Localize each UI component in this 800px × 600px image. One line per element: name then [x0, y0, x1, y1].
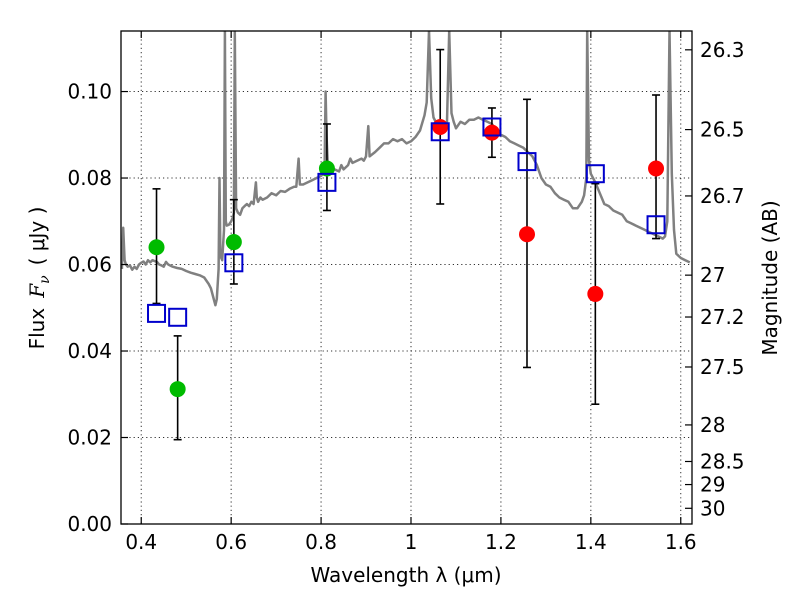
x-axis-label: Wavelength λ (μm) [310, 563, 501, 587]
model-square-marker [517, 152, 537, 172]
model-square-marker [646, 215, 666, 235]
model-square-marker [147, 303, 167, 323]
y-axis-label-symbol: F [25, 283, 49, 299]
model-square-marker [585, 164, 605, 184]
y-axis-label-subscript: ν [37, 275, 53, 284]
y-tick-label: 0.02 [67, 426, 112, 450]
x-tick-label: 1.6 [665, 530, 697, 554]
red-data-point [587, 285, 604, 302]
x-tick-label: 1 [405, 530, 418, 554]
red-data-point [432, 119, 449, 136]
model-spectrum-line [121, 31, 691, 307]
green-data-point [148, 239, 165, 256]
y-tick-label: 0.04 [67, 339, 112, 363]
y-tick-label: 0.00 [67, 512, 112, 536]
model-square-marker [482, 117, 502, 137]
red-points [432, 119, 665, 302]
x-tick-label: 0.4 [125, 530, 157, 554]
x-tick-label: 0.8 [305, 530, 337, 554]
y-axis-label-prefix: Flux [25, 308, 49, 350]
magnitude-tick-label: 27 [700, 263, 725, 287]
red-data-point [483, 124, 500, 141]
x-tick-label: 1.2 [485, 530, 517, 554]
y-axis-ticks: 0.00 0.02 0.04 0.06 0.08 0.10 [67, 80, 128, 536]
y-tick-label: 0.06 [67, 253, 112, 277]
y-axis-label-units: ( μJy ) [25, 207, 49, 266]
right-axis-label: Magnitude (AB) [758, 200, 782, 355]
magnitude-tick-label: 27.5 [700, 355, 745, 379]
red-data-point [518, 226, 535, 243]
model-squares [147, 117, 666, 327]
magnitude-tick-label: 28.5 [700, 449, 745, 473]
green-data-point [169, 381, 186, 398]
x-tick-label: 0.6 [215, 530, 247, 554]
magnitude-tick-label: 30 [700, 496, 725, 520]
magnitude-tick-label: 26.5 [700, 118, 745, 142]
magnitude-tick-label: 27.2 [700, 305, 745, 329]
magnitude-tick-label: 26.3 [700, 38, 745, 62]
x-tick-label: 1.4 [575, 530, 607, 554]
magnitude-tick-label: 28 [700, 413, 725, 437]
model-square-marker [317, 172, 337, 192]
model-square-marker [224, 253, 244, 273]
green-points [148, 160, 335, 398]
model-square-marker [168, 307, 188, 327]
y-axis-label: Flux Fν ( μJy ) [25, 207, 53, 350]
green-data-point [318, 160, 335, 177]
magnitude-tick-label: 29 [700, 473, 725, 497]
y-tick-label: 0.10 [67, 80, 112, 104]
model-square-marker [430, 122, 450, 142]
x-axis-ticks: 0.4 0.6 0.8 1 1.2 1.4 1.6 [125, 31, 697, 554]
magnitude-tick-label: 26.7 [700, 184, 745, 208]
plot-frame [120, 30, 693, 525]
y-tick-label: 0.08 [67, 166, 112, 190]
red-data-point [648, 160, 665, 177]
green-data-point [225, 234, 242, 251]
